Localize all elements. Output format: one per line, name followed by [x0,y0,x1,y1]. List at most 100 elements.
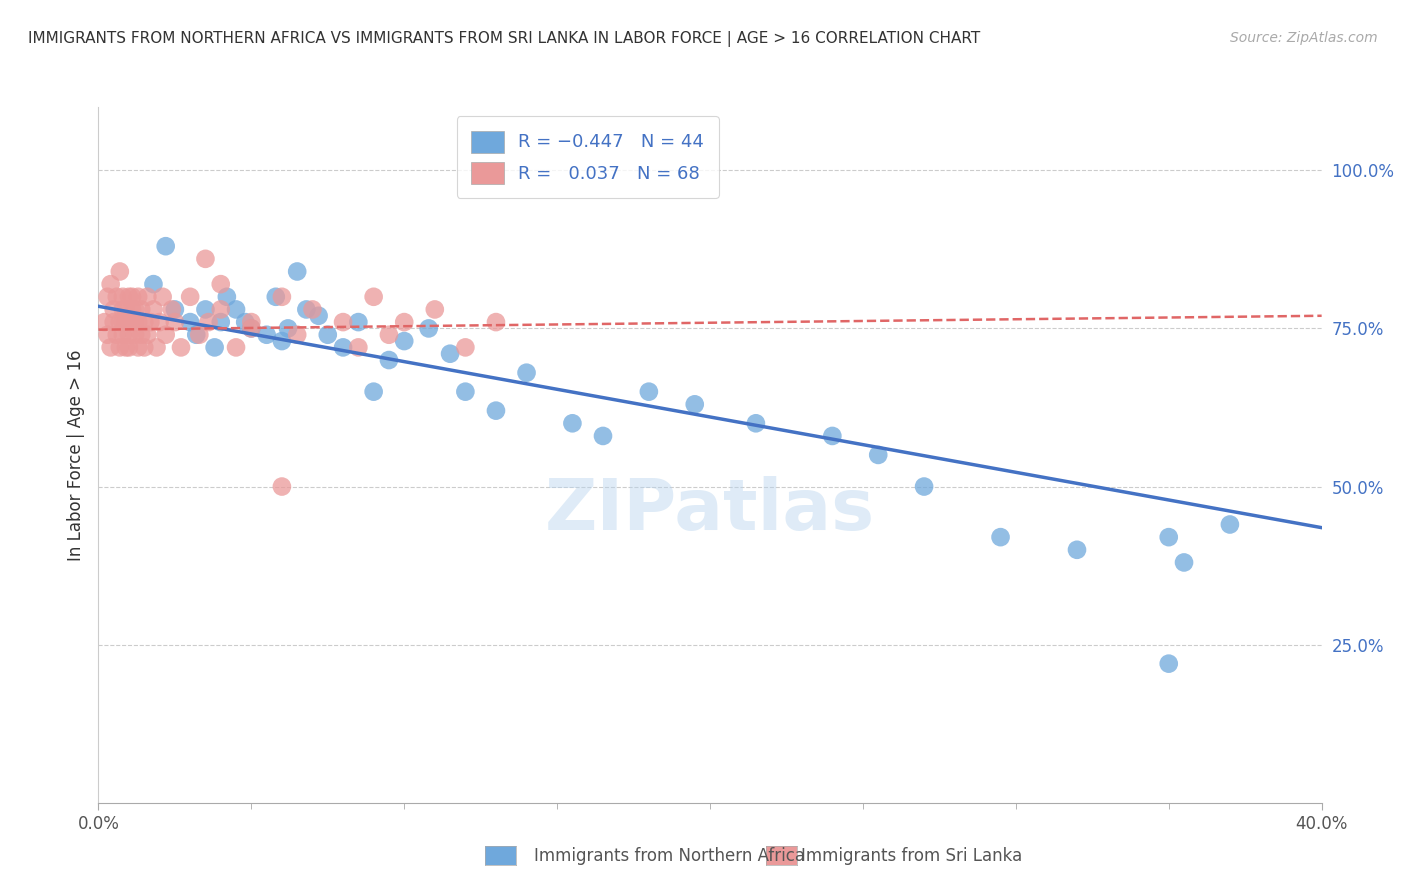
Point [392,315,416,329]
Point [683,397,706,411]
Point [277,321,299,335]
Point [1157,657,1180,671]
Point [316,327,339,342]
Point [160,302,183,317]
Point [561,417,583,431]
Point [363,384,385,399]
Point [439,347,461,361]
Point [129,302,152,317]
Point [516,366,538,380]
Point [821,429,844,443]
Text: Immigrants from Northern Africa: Immigrants from Northern Africa [534,847,806,865]
Point [103,302,125,317]
Point [347,315,370,329]
Point [145,340,167,354]
Point [215,290,238,304]
Point [127,290,149,304]
Point [301,302,323,317]
Point [868,448,890,462]
Point [118,290,141,304]
Point [163,315,186,329]
Point [111,327,134,342]
Point [270,290,292,304]
Point [990,530,1012,544]
Point [136,327,159,342]
Point [179,290,201,304]
Point [225,302,247,317]
Point [155,327,177,342]
Point [454,384,477,399]
Point [233,315,256,329]
Point [142,277,165,292]
Text: ZIPatlas: ZIPatlas [546,476,875,545]
Point [129,327,152,342]
Point [1173,556,1195,570]
Point [127,315,149,329]
Point [378,353,401,368]
Point [186,327,208,342]
Point [592,429,614,443]
Point [285,327,308,342]
Point [108,315,131,329]
Point [1219,517,1241,532]
Point [118,340,141,354]
Point [115,302,138,317]
Point [134,315,156,329]
Point [93,315,115,329]
Point [170,340,193,354]
Point [124,327,146,342]
Point [209,277,232,292]
Point [332,315,354,329]
Point [127,340,149,354]
Point [194,302,217,317]
Point [270,334,292,348]
Point [124,302,146,317]
Point [1157,530,1180,544]
Point [295,302,318,317]
Point [152,290,174,304]
Point [225,340,247,354]
Point [264,290,287,304]
Point [285,264,308,278]
Point [105,327,128,342]
Point [423,302,446,317]
Point [134,340,156,354]
Point [100,340,122,354]
Point [188,327,211,342]
Point [115,340,138,354]
Point [121,315,143,329]
Text: Immigrants from Sri Lanka: Immigrants from Sri Lanka [801,847,1022,865]
Point [111,302,134,317]
Y-axis label: In Labor Force | Age > 16: In Labor Force | Age > 16 [66,349,84,561]
Point [485,315,508,329]
Point [308,309,330,323]
Point [155,239,177,253]
Point [392,334,416,348]
Point [100,277,122,292]
Point [454,340,477,354]
Point [108,340,131,354]
Text: IMMIGRANTS FROM NORTHERN AFRICA VS IMMIGRANTS FROM SRI LANKA IN LABOR FORCE | AG: IMMIGRANTS FROM NORTHERN AFRICA VS IMMIG… [28,31,980,47]
Legend: R = −0.447   N = 44, R =   0.037   N = 68: R = −0.447 N = 44, R = 0.037 N = 68 [457,116,718,198]
Point [118,327,141,342]
Point [912,479,935,493]
Point [121,290,143,304]
Point [745,417,768,431]
Point [240,315,263,329]
Point [111,290,134,304]
Point [136,290,159,304]
Point [115,315,138,329]
Point [332,340,354,354]
Point [179,315,201,329]
Point [103,315,125,329]
Point [194,252,217,266]
Point [637,384,661,399]
Point [105,290,128,304]
Point [363,290,385,304]
Text: Source: ZipAtlas.com: Source: ZipAtlas.com [1230,31,1378,45]
Point [240,321,263,335]
Point [108,264,131,278]
Point [163,302,186,317]
Point [270,479,292,493]
Point [485,403,508,417]
